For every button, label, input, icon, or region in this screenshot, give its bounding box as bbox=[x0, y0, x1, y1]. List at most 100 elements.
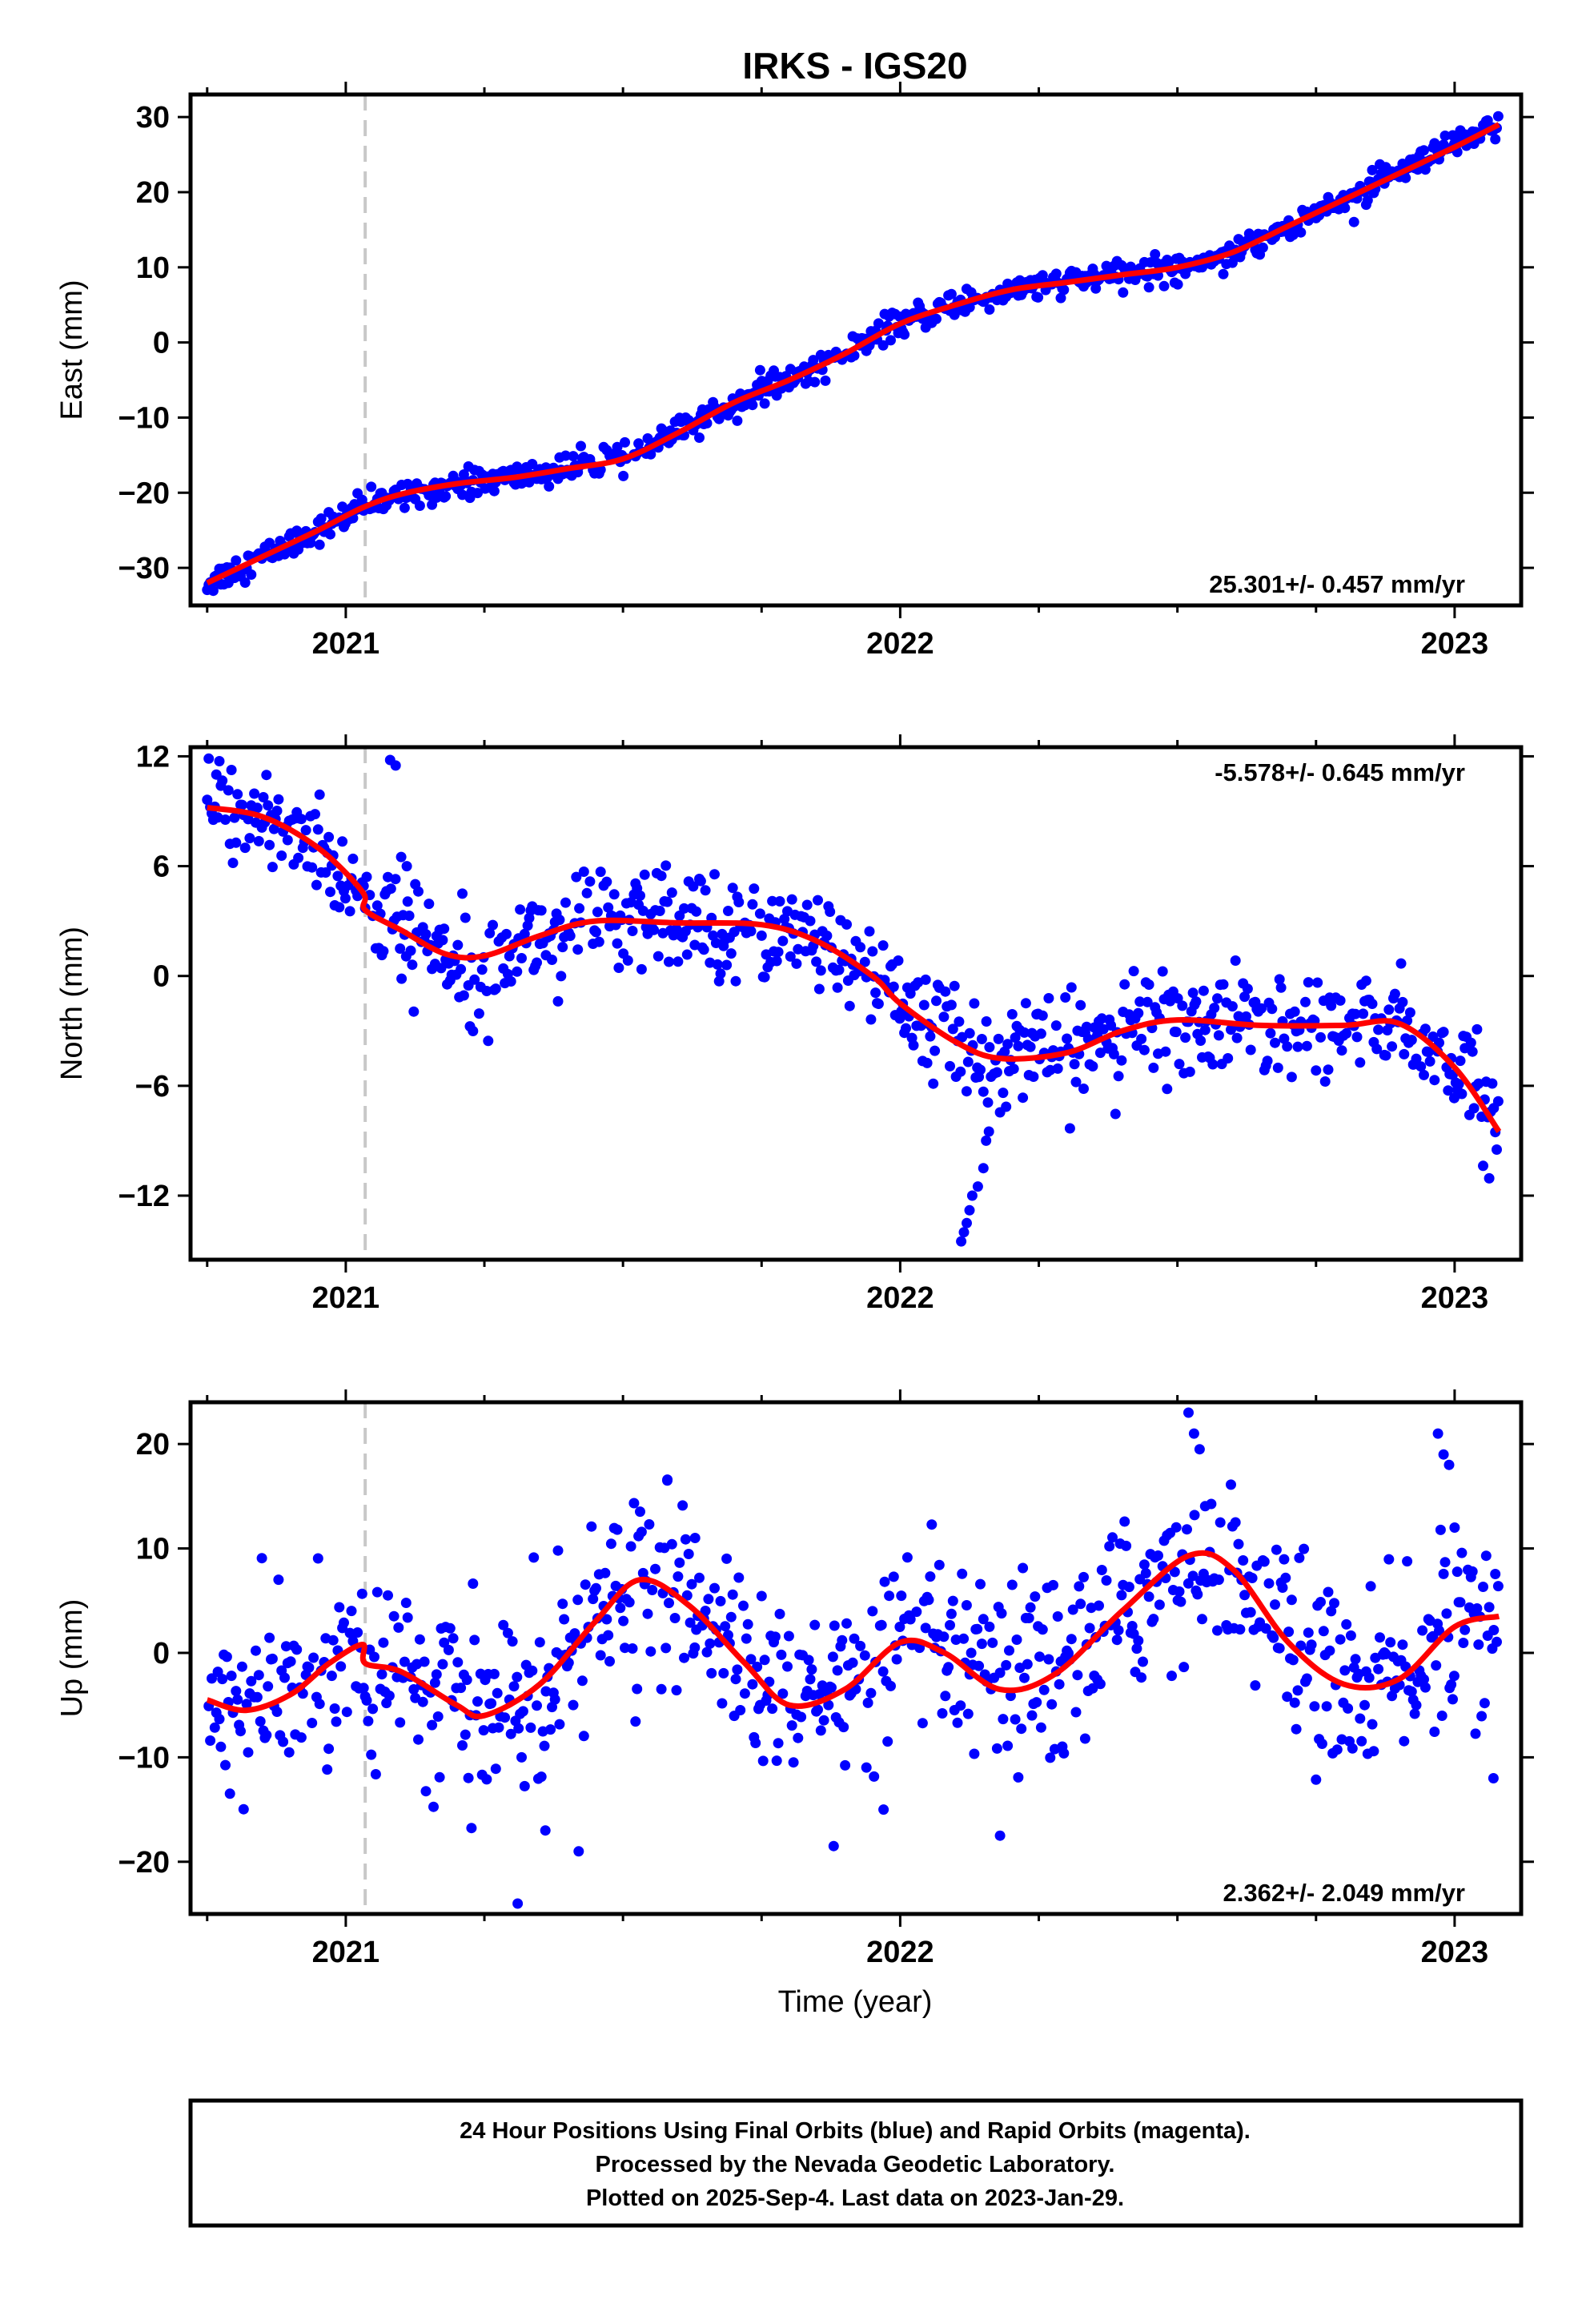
up-data-point bbox=[1339, 1665, 1351, 1676]
up-data-point bbox=[1066, 1634, 1077, 1645]
north-outlier-point bbox=[958, 1227, 970, 1238]
up-data-point bbox=[1170, 1522, 1182, 1533]
up-data-point bbox=[209, 1722, 220, 1733]
up-data-point bbox=[745, 1654, 757, 1665]
up-data-point bbox=[829, 1620, 840, 1631]
up-data-point bbox=[1131, 1643, 1142, 1655]
up-data-point bbox=[1011, 1634, 1022, 1645]
up-data-point bbox=[393, 1622, 404, 1633]
up-data-point bbox=[1094, 1679, 1106, 1690]
up-data-point bbox=[747, 1679, 758, 1690]
north-data-point bbox=[574, 903, 585, 914]
east-data-point bbox=[873, 318, 884, 329]
up-data-point bbox=[329, 1703, 340, 1714]
north-data-point bbox=[749, 883, 760, 895]
up-data-point bbox=[383, 1590, 393, 1601]
north-data-point bbox=[635, 890, 645, 901]
north-data-point bbox=[864, 926, 875, 937]
north-data-point bbox=[723, 906, 733, 916]
up-data-point bbox=[1279, 1554, 1290, 1565]
up-data-point bbox=[578, 1731, 589, 1742]
north-data-point bbox=[877, 940, 889, 951]
east-data-point bbox=[618, 470, 629, 481]
up-data-point bbox=[525, 1722, 536, 1733]
up-data-point bbox=[434, 1771, 445, 1783]
up-data-point bbox=[363, 1715, 374, 1727]
up-data-point bbox=[378, 1637, 389, 1648]
north-data-point bbox=[627, 926, 638, 936]
up-data-point bbox=[1271, 1544, 1282, 1555]
north-data-point bbox=[420, 929, 432, 940]
up-data-point bbox=[517, 1706, 528, 1717]
up-data-point bbox=[334, 1602, 345, 1613]
up-data-point bbox=[862, 1697, 873, 1708]
up-data-point bbox=[1282, 1691, 1293, 1703]
up-data-point bbox=[642, 1608, 653, 1619]
north-data-point bbox=[811, 956, 822, 967]
up-data-point bbox=[673, 1571, 684, 1582]
north-data-point bbox=[931, 995, 942, 1007]
up-data-point bbox=[645, 1646, 656, 1657]
up-data-point bbox=[1359, 1699, 1370, 1711]
up-data-point bbox=[498, 1619, 509, 1630]
up-data-point bbox=[925, 1571, 936, 1582]
north-panel: 2021 2022 2023 −12 −6 0 6 12 North (mm) -5.578+/-… bbox=[55, 734, 1534, 1315]
north-data-point bbox=[964, 1027, 975, 1039]
north-data-point bbox=[311, 879, 322, 891]
up-data-point bbox=[1303, 1627, 1314, 1638]
up-data-point bbox=[1343, 1703, 1354, 1714]
east-data-point bbox=[1400, 172, 1411, 183]
up-data-point bbox=[493, 1722, 504, 1733]
north-data-point bbox=[239, 842, 251, 854]
up-data-point bbox=[1070, 1707, 1082, 1718]
up-data-point bbox=[1084, 1622, 1095, 1634]
north-data-point bbox=[918, 999, 930, 1011]
up-data-point bbox=[1458, 1638, 1469, 1648]
up-data-point bbox=[508, 1681, 520, 1692]
east-data-point bbox=[1218, 268, 1229, 279]
east-data-point bbox=[732, 415, 743, 426]
north-data-point bbox=[1157, 966, 1168, 977]
north-data-point bbox=[1172, 993, 1183, 1004]
up-data-point bbox=[803, 1655, 814, 1666]
up-data-point bbox=[559, 1614, 570, 1625]
up-data-point bbox=[256, 1553, 267, 1564]
up-data-point bbox=[1473, 1639, 1484, 1651]
east-data-point bbox=[754, 364, 765, 376]
up-data-point bbox=[1104, 1541, 1115, 1552]
north-data-point bbox=[601, 876, 612, 887]
up-outlier-point bbox=[828, 1840, 839, 1852]
up-data-point bbox=[1289, 1697, 1300, 1708]
north-data-point bbox=[512, 966, 523, 977]
up-data-point bbox=[1054, 1679, 1065, 1690]
up-data-point bbox=[500, 1712, 511, 1723]
north-data-point bbox=[801, 899, 813, 911]
north-data-point bbox=[930, 1045, 941, 1056]
north-data-point bbox=[552, 995, 564, 1007]
up-data-point bbox=[1034, 1651, 1045, 1663]
up-data-point bbox=[322, 1764, 333, 1775]
up-data-point bbox=[680, 1534, 691, 1545]
north-data-point bbox=[1380, 1050, 1391, 1061]
up-data-point bbox=[1026, 1710, 1038, 1721]
north-data-point bbox=[946, 999, 957, 1011]
north-data-point bbox=[1110, 1108, 1121, 1120]
up-data-point bbox=[264, 1632, 275, 1643]
north-data-point bbox=[865, 1014, 877, 1025]
up-data-point bbox=[388, 1610, 400, 1622]
north-data-point bbox=[424, 899, 435, 910]
up-data-point bbox=[972, 1623, 983, 1634]
up-data-point bbox=[279, 1672, 290, 1683]
east-fit-line bbox=[206, 122, 1500, 586]
north-data-point bbox=[1455, 1055, 1466, 1067]
north-data-point bbox=[1351, 1031, 1363, 1043]
up-data-point bbox=[478, 1725, 489, 1736]
north-data-point bbox=[925, 1031, 936, 1042]
up-data-point bbox=[920, 1622, 931, 1634]
up-data-point bbox=[251, 1691, 263, 1703]
up-data-point bbox=[1074, 1581, 1085, 1592]
north-data-point bbox=[754, 908, 765, 919]
up-data-point bbox=[207, 1673, 217, 1684]
up-data-point bbox=[383, 1691, 395, 1701]
up-data-point bbox=[1277, 1582, 1288, 1593]
